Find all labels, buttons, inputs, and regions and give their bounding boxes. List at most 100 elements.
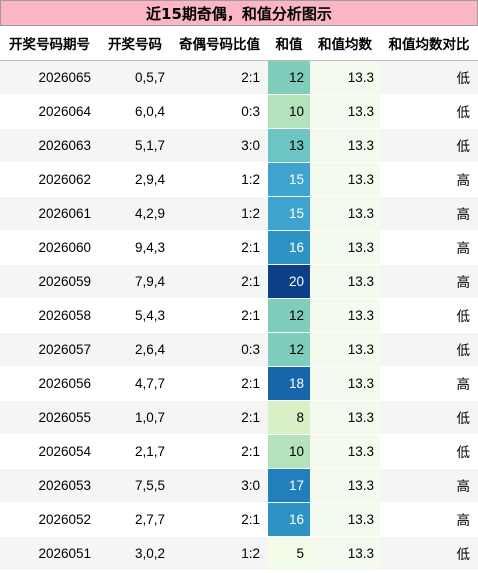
sum-cell: 15: [268, 162, 310, 197]
odd-even-ratio-cell: 2:1: [171, 400, 268, 435]
sum-cell: 12: [268, 298, 310, 333]
column-header-odd-even-ratio: 奇偶号码比值: [171, 26, 268, 61]
sum-average-cell: 13.3: [310, 468, 380, 503]
odd-even-ratio-cell: 3:0: [171, 468, 268, 503]
sum-cell: 10: [268, 94, 310, 129]
numbers-cell: 2,7,7: [99, 502, 171, 537]
average-comparison-cell: 低: [380, 332, 478, 367]
numbers-cell: 6,0,4: [99, 94, 171, 129]
sum-cell: 10: [268, 434, 310, 469]
table-row: 2026065 0,5,7 2:1 12 13.3 低: [0, 60, 478, 95]
table-row: 2026057 2,6,4 0:3 12 13.3 低: [0, 332, 478, 367]
numbers-cell: 0,5,7: [99, 60, 171, 95]
odd-even-ratio-cell: 1:2: [171, 162, 268, 197]
average-comparison-cell: 高: [380, 196, 478, 231]
odd-even-ratio-cell: 2:1: [171, 434, 268, 469]
issue-cell: 2026054: [0, 434, 99, 469]
table-row: 2026053 7,5,5 3:0 17 13.3 高: [0, 468, 478, 503]
sum-average-cell: 13.3: [310, 400, 380, 435]
average-comparison-cell: 高: [380, 468, 478, 503]
sum-cell: 16: [268, 502, 310, 537]
average-comparison-cell: 高: [380, 162, 478, 197]
sum-average-cell: 13.3: [310, 332, 380, 367]
odd-even-ratio-cell: 3:0: [171, 128, 268, 163]
table-row: 2026064 6,0,4 0:3 10 13.3 低: [0, 94, 478, 129]
odd-even-ratio-cell: 0:3: [171, 332, 268, 367]
table-row: 2026056 4,7,7 2:1 18 13.3 高: [0, 366, 478, 401]
odd-even-ratio-cell: 2:1: [171, 230, 268, 265]
average-comparison-cell: 低: [380, 94, 478, 129]
odd-even-ratio-cell: 2:1: [171, 264, 268, 299]
sum-cell: 20: [268, 264, 310, 299]
odd-even-ratio-cell: 1:2: [171, 536, 268, 571]
sum-cell: 18: [268, 366, 310, 401]
average-comparison-cell: 低: [380, 434, 478, 469]
average-comparison-cell: 低: [380, 128, 478, 163]
table-row: 2026051 3,0,2 1:2 5 13.3 低: [0, 536, 478, 571]
table-row: 2026061 4,2,9 1:2 15 13.3 高: [0, 196, 478, 231]
odd-even-ratio-cell: 2:1: [171, 502, 268, 537]
numbers-cell: 7,5,5: [99, 468, 171, 503]
numbers-cell: 5,4,3: [99, 298, 171, 333]
sum-average-cell: 13.3: [310, 196, 380, 231]
table-row: 2026058 5,4,3 2:1 12 13.3 低: [0, 298, 478, 333]
average-comparison-cell: 高: [380, 502, 478, 537]
issue-cell: 2026053: [0, 468, 99, 503]
table-row: 2026062 2,9,4 1:2 15 13.3 高: [0, 162, 478, 197]
sum-cell: 16: [268, 230, 310, 265]
odd-even-ratio-cell: 2:1: [171, 298, 268, 333]
sum-cell: 8: [268, 400, 310, 435]
numbers-cell: 4,2,9: [99, 196, 171, 231]
column-header-average-comparison: 和值均数对比: [380, 26, 478, 61]
issue-cell: 2026059: [0, 264, 99, 299]
table-row: 2026052 2,7,7 2:1 16 13.3 高: [0, 502, 478, 537]
sum-cell: 12: [268, 332, 310, 367]
table-row: 2026054 2,1,7 2:1 10 13.3 低: [0, 434, 478, 469]
sum-average-cell: 13.3: [310, 298, 380, 333]
numbers-cell: 2,9,4: [99, 162, 171, 197]
sum-average-cell: 13.3: [310, 128, 380, 163]
issue-cell: 2026062: [0, 162, 99, 197]
sum-average-cell: 13.3: [310, 162, 380, 197]
issue-cell: 2026058: [0, 298, 99, 333]
odd-even-ratio-cell: 1:2: [171, 196, 268, 231]
odd-even-ratio-cell: 0:3: [171, 94, 268, 129]
issue-cell: 2026051: [0, 536, 99, 571]
issue-cell: 2026055: [0, 400, 99, 435]
sum-average-cell: 13.3: [310, 264, 380, 299]
average-comparison-cell: 低: [380, 60, 478, 95]
average-comparison-cell: 高: [380, 366, 478, 401]
table-row: 2026063 5,1,7 3:0 13 13.3 低: [0, 128, 478, 163]
numbers-cell: 4,7,7: [99, 366, 171, 401]
average-comparison-cell: 高: [380, 264, 478, 299]
sum-average-cell: 13.3: [310, 502, 380, 537]
sum-average-cell: 13.3: [310, 366, 380, 401]
issue-cell: 2026065: [0, 60, 99, 95]
column-header-sum-average: 和值均数: [310, 26, 380, 61]
issue-cell: 2026052: [0, 502, 99, 537]
header-row: 开奖号码期号 开奖号码 奇偶号码比值 和值 和值均数 和值均数对比: [0, 26, 478, 61]
sum-average-cell: 13.3: [310, 536, 380, 571]
table-title: 近15期奇偶，和值分析图示: [0, 0, 478, 26]
table-row: 2026060 9,4,3 2:1 16 13.3 高: [0, 230, 478, 265]
column-header-issue: 开奖号码期号: [0, 26, 99, 61]
numbers-cell: 5,1,7: [99, 128, 171, 163]
numbers-cell: 2,6,4: [99, 332, 171, 367]
sum-average-cell: 13.3: [310, 94, 380, 129]
issue-cell: 2026056: [0, 366, 99, 401]
average-comparison-cell: 高: [380, 230, 478, 265]
sum-average-cell: 13.3: [310, 230, 380, 265]
table-row: 2026059 7,9,4 2:1 20 13.3 高: [0, 264, 478, 299]
sum-average-cell: 13.3: [310, 434, 380, 469]
numbers-cell: 7,9,4: [99, 264, 171, 299]
issue-cell: 2026061: [0, 196, 99, 231]
numbers-cell: 9,4,3: [99, 230, 171, 265]
sum-cell: 5: [268, 536, 310, 571]
average-comparison-cell: 低: [380, 400, 478, 435]
column-header-sum: 和值: [268, 26, 310, 61]
sum-cell: 12: [268, 60, 310, 95]
column-header-numbers: 开奖号码: [99, 26, 171, 61]
sum-average-cell: 13.3: [310, 60, 380, 95]
sum-cell: 15: [268, 196, 310, 231]
